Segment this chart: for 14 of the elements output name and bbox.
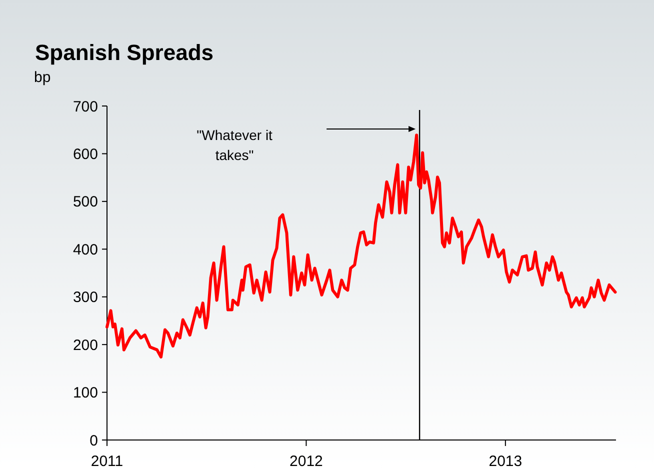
- x-tick-label: 2013: [488, 453, 522, 470]
- y-tick-label: 200: [72, 336, 98, 354]
- y-tick-label: 600: [72, 146, 98, 163]
- y-tick-label: 500: [72, 194, 98, 211]
- y-tick-label: 300: [72, 289, 98, 306]
- x-tick-label: 2012: [290, 453, 323, 470]
- y-tick-label: 400: [72, 241, 98, 258]
- y-tick-label: 100: [72, 384, 98, 402]
- x-tick-label: 2011: [90, 453, 124, 470]
- y-tick-label: 0: [90, 432, 98, 450]
- y-tick-label: 700: [72, 98, 98, 116]
- chart-title: Spanish Spreads: [35, 40, 214, 65]
- y-axis-title: bp: [34, 69, 51, 86]
- ref-line-label: "Whatever it takes": [196, 127, 273, 163]
